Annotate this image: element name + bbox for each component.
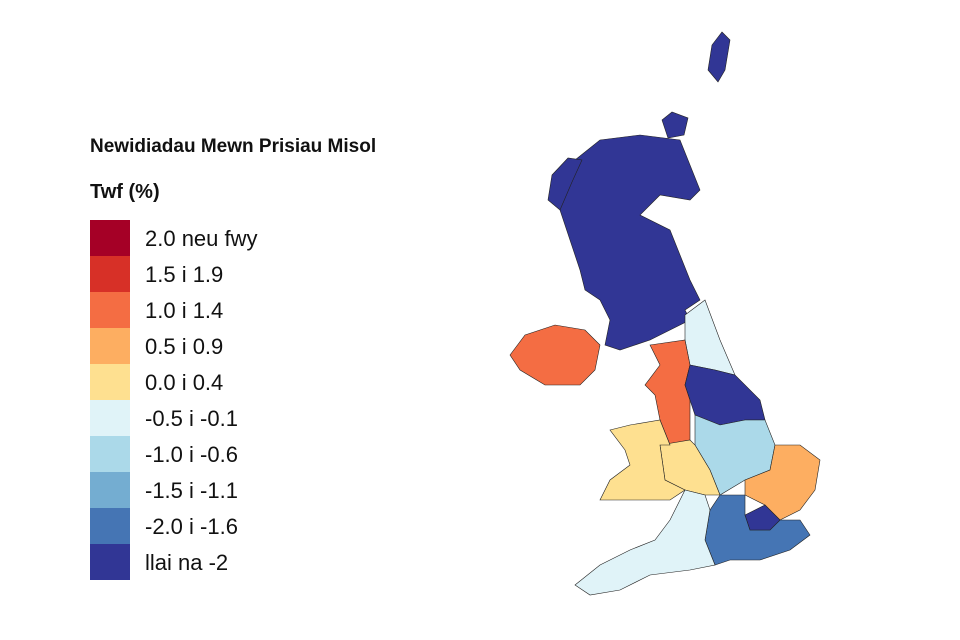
region-north-east xyxy=(684,299,736,376)
legend-label: -2.0 i -1.6 xyxy=(145,514,238,539)
region-east xyxy=(744,444,821,521)
region-shetland xyxy=(707,31,731,83)
region-northern-ireland xyxy=(509,324,601,386)
legend-swatch xyxy=(90,544,130,580)
region-london xyxy=(744,504,781,531)
legend-swatch xyxy=(90,472,130,508)
map-title: Newidiadau Mewn Prisiau Misol xyxy=(90,136,376,157)
legend-label: 1.0 i 1.4 xyxy=(145,298,223,323)
legend-swatch xyxy=(90,328,130,364)
legend-label: 0.5 i 0.9 xyxy=(145,334,223,359)
region-orkney xyxy=(661,111,689,139)
legend-swatch xyxy=(90,220,130,256)
region-south-west xyxy=(574,489,716,596)
legend-label: -0.5 i -0.1 xyxy=(145,406,238,431)
legend-swatch xyxy=(90,436,130,472)
legend-swatch xyxy=(90,256,130,292)
region-hebrides xyxy=(547,157,583,211)
uk-map xyxy=(509,31,821,596)
legend-swatch xyxy=(90,508,130,544)
legend: 2.0 neu fwy 1.5 i 1.9 1.0 i 1.4 0.5 i 0.9 0.… xyxy=(90,220,258,580)
legend-label: -1.5 i -1.1 xyxy=(145,478,238,503)
legend-swatch xyxy=(90,400,130,436)
legend-swatch xyxy=(90,364,130,400)
legend-label: -1.0 i -0.6 xyxy=(145,442,238,467)
legend-swatch xyxy=(90,292,130,328)
region-wales xyxy=(599,419,686,501)
legend-label: 2.0 neu fwy xyxy=(145,226,258,251)
legend-title: Twf (%) xyxy=(90,181,160,203)
legend-label: 1.5 i 1.9 xyxy=(145,262,223,287)
legend-label: 0.0 i 0.4 xyxy=(145,370,223,395)
legend-label: llai na -2 xyxy=(145,550,228,575)
